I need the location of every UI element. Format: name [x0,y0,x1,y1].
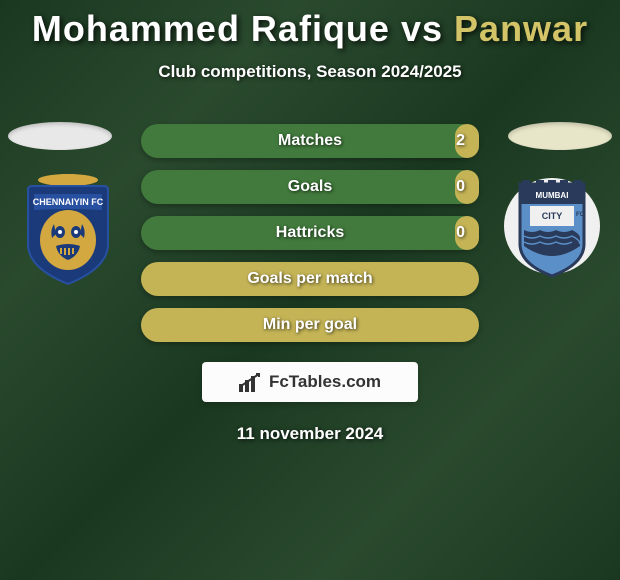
player2-pill [508,122,612,150]
svg-text:FC: FC [576,212,585,218]
chennaiyin-fc-logo-icon: CHENNAIYIN FC [18,172,118,286]
stat-label: Matches [278,132,342,150]
player1-pill [8,122,112,150]
player1-name: Mohammed Rafique [32,8,390,49]
subtitle: Club competitions, Season 2024/2025 [158,62,461,82]
stats-area: CHENNAIYIN FC MUMBAI CIT [0,124,620,444]
mumbai-city-fc-logo-icon: MUMBAI CITY FC [502,176,602,282]
stat-value-p1: 0 [456,224,465,242]
player2-name: Panwar [454,8,588,49]
fctables-text: FcTables.com [269,372,381,392]
stat-value-p1: 2 [456,132,465,150]
stat-label: Goals per match [247,270,372,288]
player2-badge: MUMBAI CITY FC [502,172,602,286]
stat-value-p1: 0 [456,178,465,196]
comparison-title: Mohammed Rafique vs Panwar [32,8,588,50]
stat-row-hattricks: Hattricks 0 [141,216,479,250]
fctables-branding: FcTables.com [202,362,418,402]
comparison-date: 11 november 2024 [237,424,383,444]
stat-row-min-per-goal: Min per goal [141,308,479,342]
stat-row-goals: Goals 0 [141,170,479,204]
svg-text:CITY: CITY [542,211,563,221]
vs-text: vs [401,8,443,49]
stat-label: Goals [288,178,332,196]
svg-text:MUMBAI: MUMBAI [536,191,569,200]
stat-row-matches: Matches 2 [141,124,479,158]
fctables-chart-icon [239,372,265,392]
stat-row-goals-per-match: Goals per match [141,262,479,296]
stat-label: Min per goal [263,316,357,334]
svg-text:CHENNAIYIN FC: CHENNAIYIN FC [33,197,104,207]
player1-badge: CHENNAIYIN FC [18,172,118,286]
stat-label: Hattricks [276,224,344,242]
